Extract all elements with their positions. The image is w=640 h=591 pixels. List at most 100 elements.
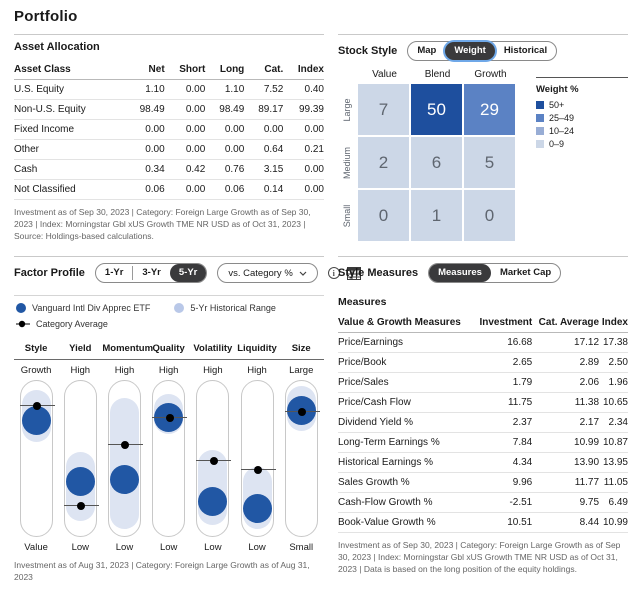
row-value: 6.49	[599, 492, 628, 513]
row-value: 7.84	[473, 432, 533, 453]
row-value: 0.00	[283, 119, 324, 140]
factor-track	[152, 380, 188, 537]
category-average-line	[240, 465, 276, 474]
table-row: Other 0.00 0.00 0.00 0.64 0.21	[14, 139, 324, 160]
table-row: Price/Book 2.65 2.89 2.50	[338, 352, 628, 373]
column-header: Investment	[473, 314, 533, 333]
factor-bottom-label: Low	[71, 542, 89, 553]
table-row: Dividend Yield % 2.37 2.17 2.34	[338, 412, 628, 433]
row-value: 10.65	[599, 392, 628, 413]
column-header: Index	[283, 61, 324, 80]
legend-cat-label: Category Average	[36, 319, 108, 329]
dropdown-value: vs. Category %	[228, 267, 293, 279]
tab-1yr[interactable]: 1-Yr	[104, 267, 124, 278]
factor-top-label: High	[114, 365, 135, 376]
row-value: 0.00	[283, 159, 324, 180]
page-title: Portfolio	[14, 8, 78, 25]
row-value: 9.96	[473, 472, 533, 493]
table-row: Price/Earnings 16.68 17.12 17.38	[338, 332, 628, 353]
two-column-layout: Asset Allocation Asset Class Net Short Long…	[14, 34, 628, 584]
factor-track	[196, 380, 232, 537]
style-box-cell: 2	[358, 137, 409, 188]
column-header-label: Value & Growth Measures	[338, 314, 474, 333]
tab-measures[interactable]: Measures	[429, 264, 491, 282]
factor-track	[240, 380, 276, 537]
factor-name: Volatility	[193, 343, 233, 354]
weight-legend-item: 25–49	[536, 113, 628, 123]
row-value: -2.51	[473, 492, 533, 513]
factor-bottom-label: Low	[159, 542, 178, 553]
row-value: 0.00	[164, 79, 206, 100]
weight-legend: Weight % 50+ 25–49 10–24 0–9	[536, 69, 628, 241]
row-value: 0.00	[205, 119, 245, 140]
style-box-cell: 29	[464, 84, 515, 135]
chevron-down-icon	[299, 271, 307, 276]
category-average-line	[19, 401, 55, 410]
factor-bottom-label: Small	[289, 542, 314, 553]
row-value: 98.49	[125, 99, 165, 120]
table-row: Fixed Income 0.00 0.00 0.00 0.00 0.00	[14, 119, 324, 140]
row-value: 11.38	[532, 392, 600, 413]
factor-name: Momentum	[102, 343, 154, 354]
row-value: 11.05	[599, 472, 628, 493]
row-value: 0.14	[244, 179, 284, 200]
row-value: 0.42	[164, 159, 206, 180]
tab-weight[interactable]: Weight	[445, 42, 495, 60]
tab-3yr[interactable]: 3-Yr	[142, 267, 161, 278]
table-row: Sales Growth % 9.96 11.77 11.05	[338, 472, 628, 493]
style-box-cell: 1	[411, 190, 462, 241]
legend-swatch-icon	[536, 114, 544, 122]
info-icon[interactable]: i	[327, 267, 340, 279]
legend-divider	[14, 295, 324, 296]
column-header-label: Asset Class	[14, 61, 126, 80]
row-label: Dividend Yield %	[338, 412, 474, 433]
column-header: Index	[599, 314, 628, 333]
asset-allocation-table: Asset Class Net Short Long Cat. Index U.S. Equ…	[14, 61, 324, 200]
measures-subtitle: Measures	[338, 296, 387, 308]
category-average-dot	[298, 407, 307, 416]
table-view-icon[interactable]	[346, 266, 361, 280]
style-box-cell: 0	[464, 190, 515, 241]
category-average-dot	[209, 456, 218, 465]
row-value: 13.90	[532, 452, 600, 473]
row-value: 0.06	[125, 179, 165, 200]
factor-profile-footnote: Investment as of Aug 31, 2023 | Category…	[14, 560, 310, 582]
weight-legend-title: Weight %	[536, 84, 579, 95]
tab-historical[interactable]: Historical	[503, 45, 548, 56]
category-average-dot	[77, 502, 86, 511]
tab-market-cap[interactable]: Market Cap	[499, 267, 552, 278]
factor-top-label: Growth	[20, 365, 52, 376]
factor-period-toggle: 1-Yr 3-Yr 5-Yr	[94, 263, 208, 283]
tab-5yr[interactable]: 5-Yr	[169, 264, 207, 282]
row-value: 2.34	[599, 412, 628, 433]
row-value: 13.95	[599, 452, 628, 473]
vs-category-dropdown[interactable]: vs. Category %	[217, 263, 318, 283]
category-average-line	[196, 456, 232, 465]
row-value: 16.68	[473, 332, 533, 353]
row-label: Cash	[14, 159, 126, 180]
factor-track	[284, 380, 320, 537]
row-label: Price/Cash Flow	[338, 392, 474, 413]
tab-map[interactable]: Map	[417, 45, 437, 56]
legend-swatch-icon	[536, 140, 544, 148]
column-header: Short	[164, 61, 206, 80]
asset-allocation-footnote: Investment as of Sep 30, 2023 | Category…	[14, 207, 311, 241]
grid-row-label: Medium	[342, 146, 352, 179]
category-average-dot	[121, 440, 130, 449]
table-row: Book-Value Growth % 10.51 8.44 10.99	[338, 512, 628, 533]
row-value: 0.00	[283, 179, 324, 200]
row-value: 0.21	[283, 139, 324, 160]
weight-legend-item: 10–24	[536, 126, 628, 136]
row-value: 0.00	[125, 139, 165, 160]
grid-row-label: Small	[342, 204, 352, 227]
style-measures-footnote: Investment as of Sep 30, 2023 | Category…	[338, 540, 621, 574]
factor-track	[63, 380, 99, 537]
row-value: 10.87	[599, 432, 628, 453]
row-value: 8.44	[532, 512, 600, 533]
factor-profile-title: Factor Profile	[14, 267, 85, 279]
factor-name: Yield	[69, 343, 92, 354]
left-column: Asset Allocation Asset Class Net Short Long…	[14, 34, 361, 584]
style-measures-title: Style Measures	[338, 267, 419, 279]
row-value: 11.77	[532, 472, 600, 493]
